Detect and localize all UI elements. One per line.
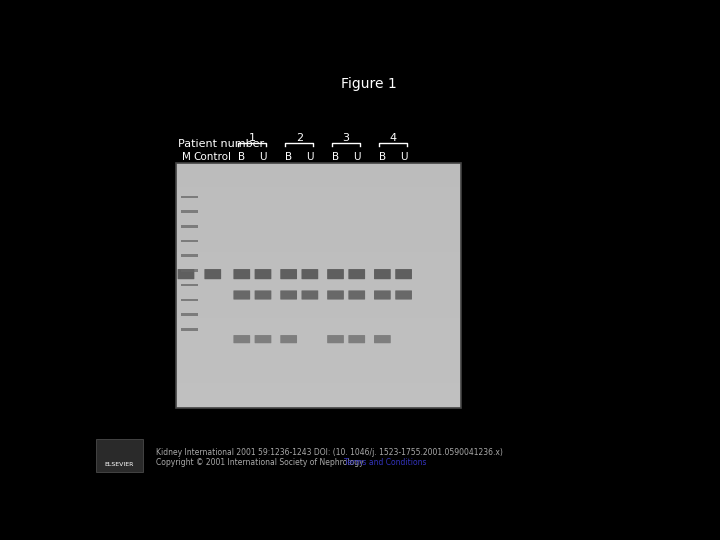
- Bar: [176, 285, 461, 293]
- FancyBboxPatch shape: [374, 269, 391, 279]
- Text: 1: 1: [249, 132, 256, 143]
- Bar: [176, 383, 461, 392]
- Text: 113 bp: 113 bp: [500, 333, 541, 346]
- Bar: [176, 375, 461, 383]
- FancyBboxPatch shape: [280, 335, 297, 343]
- Text: 3: 3: [343, 132, 350, 143]
- Text: B: B: [285, 152, 292, 162]
- Bar: [176, 350, 461, 359]
- Text: B: B: [379, 152, 386, 162]
- FancyBboxPatch shape: [327, 291, 344, 300]
- FancyBboxPatch shape: [302, 269, 318, 279]
- Bar: [176, 334, 461, 342]
- FancyBboxPatch shape: [255, 269, 271, 279]
- Bar: [176, 400, 461, 408]
- Text: B: B: [332, 152, 339, 162]
- FancyBboxPatch shape: [233, 335, 250, 343]
- Bar: [176, 163, 461, 171]
- Bar: [176, 228, 461, 236]
- Bar: [176, 293, 461, 301]
- Text: U: U: [353, 152, 361, 162]
- FancyBboxPatch shape: [280, 269, 297, 279]
- Text: U: U: [306, 152, 314, 162]
- Bar: [176, 187, 461, 195]
- Bar: [181, 240, 198, 242]
- Text: Copyright © 2001 International Society of Nephrology: Copyright © 2001 International Society o…: [156, 458, 368, 467]
- Bar: [176, 269, 461, 277]
- Text: U: U: [259, 152, 266, 162]
- Bar: [176, 163, 461, 408]
- Bar: [181, 313, 198, 316]
- Text: 4: 4: [390, 132, 397, 143]
- Bar: [181, 269, 198, 272]
- Bar: [176, 301, 461, 310]
- Bar: [96, 439, 143, 472]
- FancyBboxPatch shape: [204, 269, 221, 279]
- Bar: [176, 204, 461, 212]
- FancyBboxPatch shape: [178, 269, 194, 279]
- Bar: [181, 210, 198, 213]
- Text: Terms and Conditions: Terms and Conditions: [344, 458, 427, 467]
- Bar: [176, 359, 461, 367]
- FancyBboxPatch shape: [348, 335, 365, 343]
- Text: 313 bp: 313 bp: [500, 288, 541, 301]
- Bar: [176, 261, 461, 269]
- Text: Kidney International 2001 59:1236-1243 DOI: (10. 1046/j. 1523-1755.2001.05900412: Kidney International 2001 59:1236-1243 D…: [156, 448, 503, 457]
- Text: Control: Control: [194, 152, 232, 162]
- FancyBboxPatch shape: [255, 291, 271, 300]
- Text: B: B: [238, 152, 246, 162]
- Bar: [176, 310, 461, 318]
- Bar: [181, 254, 198, 257]
- FancyBboxPatch shape: [255, 335, 271, 343]
- Text: Patient number: Patient number: [178, 139, 264, 149]
- Text: ELSEVIER: ELSEVIER: [104, 462, 134, 467]
- Bar: [181, 299, 198, 301]
- Text: Figure 1: Figure 1: [341, 77, 397, 91]
- Bar: [176, 220, 461, 228]
- Text: 2: 2: [296, 132, 303, 143]
- Bar: [176, 318, 461, 326]
- Bar: [176, 392, 461, 400]
- Bar: [176, 244, 461, 253]
- Bar: [181, 328, 198, 330]
- Bar: [176, 277, 461, 285]
- Bar: [181, 225, 198, 227]
- FancyBboxPatch shape: [348, 269, 365, 279]
- FancyBboxPatch shape: [374, 335, 391, 343]
- Bar: [176, 342, 461, 350]
- FancyBboxPatch shape: [395, 269, 412, 279]
- FancyBboxPatch shape: [302, 291, 318, 300]
- FancyBboxPatch shape: [233, 269, 250, 279]
- FancyBboxPatch shape: [233, 291, 250, 300]
- Bar: [176, 195, 461, 204]
- Bar: [176, 179, 461, 187]
- Bar: [176, 253, 461, 261]
- Text: M: M: [181, 152, 190, 162]
- Bar: [176, 171, 461, 179]
- Bar: [176, 212, 461, 220]
- Bar: [181, 195, 198, 198]
- Bar: [176, 236, 461, 244]
- Text: U: U: [400, 152, 408, 162]
- FancyBboxPatch shape: [327, 269, 344, 279]
- Bar: [176, 367, 461, 375]
- Bar: [181, 284, 198, 286]
- FancyBboxPatch shape: [395, 291, 412, 300]
- FancyBboxPatch shape: [348, 291, 365, 300]
- FancyBboxPatch shape: [280, 291, 297, 300]
- FancyBboxPatch shape: [327, 335, 344, 343]
- Text: 426 bp: 426 bp: [500, 268, 541, 281]
- FancyBboxPatch shape: [374, 291, 391, 300]
- Bar: [176, 326, 461, 334]
